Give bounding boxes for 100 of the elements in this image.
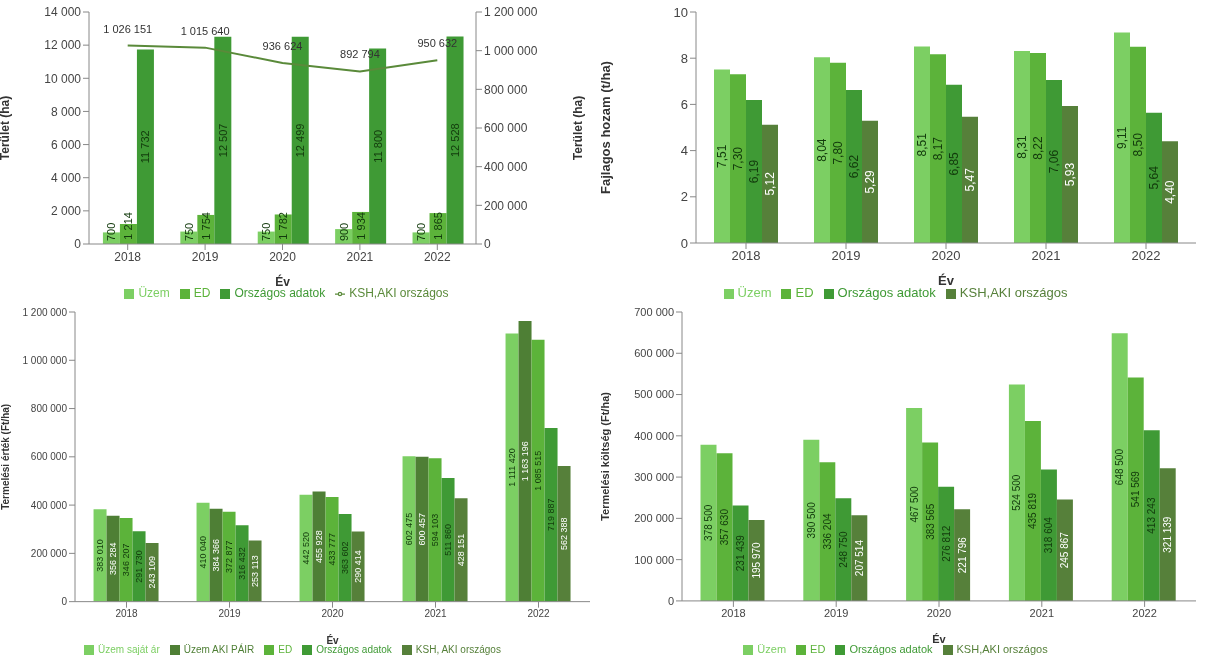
- data-label: 594 103: [430, 513, 441, 547]
- legend-label: KSH,AKI országos: [959, 285, 1068, 300]
- data-label: 195 970: [751, 541, 762, 579]
- data-label: 1 111 420: [507, 448, 518, 487]
- y2-tick-label: 1 200 000: [484, 5, 538, 20]
- data-label: 248 750: [837, 531, 849, 568]
- data-label: 700: [105, 222, 118, 242]
- legend-label: ED: [193, 286, 211, 300]
- bar: [1162, 141, 1178, 243]
- data-label: 562 388: [559, 517, 570, 551]
- bar: [1024, 421, 1041, 601]
- legend-label: Országos adatok: [837, 285, 936, 300]
- data-label: 390 500: [805, 501, 817, 539]
- x-axis-title: Év: [326, 633, 340, 646]
- data-label: 8,51: [915, 132, 929, 157]
- y-tick-label: 14 000: [44, 5, 82, 20]
- y-tick-label: 1 000 000: [22, 354, 68, 366]
- bar: [906, 407, 923, 601]
- y2-tick-label: 800 000: [484, 82, 528, 97]
- x-tick-label: 2021: [424, 607, 448, 619]
- data-label: 378 500: [703, 504, 714, 541]
- x-axis-title: Év: [938, 273, 955, 288]
- data-label: 291 730: [134, 550, 145, 583]
- y2-tick-label: 200 000: [484, 198, 528, 213]
- bar: [814, 57, 830, 243]
- bar: [746, 100, 762, 243]
- bar: [1159, 468, 1176, 601]
- legend-label: ED: [810, 642, 826, 655]
- legend-label: ED: [278, 643, 293, 655]
- data-label: 336 204: [821, 513, 833, 550]
- y2-tick-label: 400 000: [484, 159, 528, 174]
- bar: [1040, 469, 1057, 601]
- data-label: 5,29: [863, 169, 877, 194]
- bar: [1030, 53, 1046, 243]
- bar: [914, 46, 930, 243]
- data-label: 207 514: [853, 539, 865, 577]
- y-tick-label: 10: [673, 4, 688, 20]
- bar: [1062, 106, 1078, 243]
- x-tick-label: 2020: [931, 248, 961, 264]
- x-tick-label: 2020: [269, 249, 297, 264]
- data-label: 357 630: [719, 508, 730, 546]
- y-axis-title: Fajlagos hozam (t/ha): [597, 61, 613, 194]
- data-label: 346 207: [121, 543, 132, 577]
- bar: [454, 498, 468, 602]
- y2-tick-label: 0: [484, 237, 491, 252]
- data-label: 442 520: [301, 531, 312, 565]
- data-label: 1 934: [354, 212, 367, 240]
- data-label: 276 812: [940, 525, 952, 562]
- data-label: 290 414: [353, 550, 364, 583]
- data-label: 7,30: [731, 146, 745, 171]
- x-tick-label: 2022: [1131, 248, 1161, 264]
- data-label: 410 040: [198, 535, 209, 569]
- y2-tick-label: 600 000: [484, 121, 528, 136]
- x-tick-label: 2020: [321, 607, 345, 619]
- y-tick-label: 200 000: [634, 512, 674, 525]
- data-label: 8,31: [1015, 135, 1029, 159]
- y-tick-label: 600 000: [634, 347, 674, 360]
- data-label: 8,17: [931, 136, 945, 161]
- data-label: 467 500: [908, 485, 920, 523]
- bar: [312, 491, 326, 602]
- y-tick-label: 0: [667, 594, 674, 607]
- data-label: 9,11: [1115, 126, 1129, 150]
- bar: [441, 478, 455, 602]
- data-label: 700: [415, 222, 428, 242]
- legend-label: Üzem saját ár: [98, 643, 160, 655]
- bar: [136, 49, 154, 244]
- bar: [1146, 112, 1162, 243]
- y-tick-label: 0: [680, 235, 688, 251]
- data-label: 433 777: [327, 533, 338, 566]
- y-tick-label: 500 000: [634, 388, 674, 401]
- bar: [402, 456, 416, 602]
- legend-label: Üzem: [757, 642, 787, 655]
- data-label: 5,93: [1063, 162, 1077, 187]
- y2-tick-label: 1 000 000: [484, 43, 538, 58]
- bar: [1111, 333, 1128, 601]
- bar: [1046, 79, 1062, 243]
- bar: [714, 69, 730, 243]
- bar: [803, 439, 820, 601]
- data-label: 12 499: [294, 123, 307, 158]
- legend-label: Üzem AKI PÁIR: [183, 643, 255, 655]
- y-tick-label: 8 000: [50, 104, 82, 119]
- data-label: 5,47: [963, 167, 977, 192]
- y-tick-label: 2: [680, 189, 688, 205]
- data-label: 750: [182, 222, 195, 242]
- data-label: 455 928: [314, 530, 325, 563]
- bar: [518, 320, 532, 602]
- data-label: 1 865: [432, 212, 445, 240]
- x-tick-label: 2021: [1031, 248, 1061, 264]
- legend-label: KSH,AKI országos: [956, 642, 1048, 655]
- data-label: 719 887: [546, 498, 557, 532]
- data-label: 1 782: [277, 212, 290, 240]
- bar: [946, 84, 962, 243]
- y-tick-label: 800 000: [30, 403, 68, 415]
- legend-label: KSH,AKI országos: [349, 286, 449, 300]
- bar: [922, 442, 939, 601]
- x-axis-title: Év: [275, 274, 291, 289]
- data-label: 1 754: [199, 212, 212, 240]
- x-tick-label: 2019: [831, 248, 861, 264]
- data-label: 6,19: [747, 159, 761, 184]
- y-tick-label: 4 000: [50, 170, 82, 185]
